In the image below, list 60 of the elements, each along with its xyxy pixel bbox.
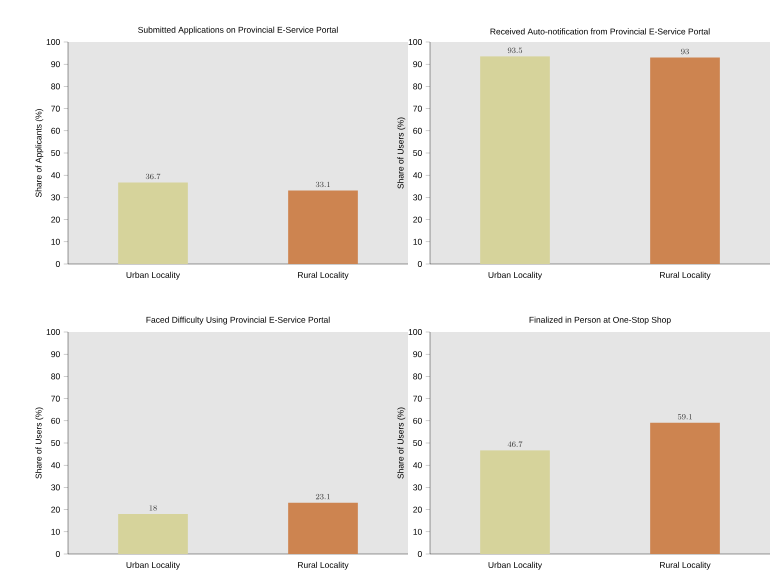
y-tick-label: 100 [408,39,422,45]
x-tick-label: Rural Locality [298,562,349,570]
y-tick-label: 0 [56,261,60,267]
y-tick-label: 30 [413,484,422,490]
chart-title: Received Auto-notification from Provincial E-Service Portal [490,28,710,34]
y-tick-label: 30 [51,484,60,490]
y-tick-label: 60 [413,418,422,424]
y-tick-label: 70 [51,106,60,112]
y-axis-title: Share of Users (%) [397,118,406,189]
x-tick-label: Urban Locality [126,562,180,570]
y-tick-label: 70 [413,396,422,402]
y-tick-label: 20 [413,216,422,223]
y-tick-label: 40 [413,462,422,468]
y-axis-title: Share of Applicants (%) [35,109,44,198]
y-tick-label: 90 [413,351,422,358]
y-tick-label: 100 [408,329,422,335]
y-tick-label: 30 [51,194,60,200]
y-tick-label: 40 [413,172,422,178]
y-tick-label: 60 [51,418,60,424]
x-tick-label: Rural Locality [298,272,349,280]
y-tick-label: 20 [413,506,422,513]
y-tick-label: 50 [413,150,422,156]
x-tick-label: Rural Locality [660,562,711,570]
y-tick-label: 10 [413,238,422,245]
y-tick-label: 10 [413,528,422,535]
y-tick-label: 80 [51,83,60,90]
x-tick-label: Urban Locality [488,272,542,280]
y-tick-label: 40 [50,172,60,178]
y-tick-label: 100 [46,39,60,45]
y-tick-label: 0 [418,261,422,267]
y-tick-label: 10 [51,238,60,245]
y-tick-label: 60 [51,128,60,134]
y-tick-label: 80 [51,373,60,380]
y-tick-label: 80 [413,83,422,90]
y-axis-title: Share of Users (%) [397,408,406,479]
x-tick-label: Rural Locality [660,272,711,280]
y-tick-label: 0 [56,551,60,557]
chart-title: Submitted Applications on Provincial E-Service Portal [138,26,338,34]
y-tick-label: 80 [413,373,422,380]
chart-title: Faced Difficulty Using Provincial E-Service Portal [146,316,330,324]
y-tick-label: 20 [51,506,60,513]
y-tick-label: 90 [51,351,60,358]
y-tick-label: 20 [51,216,60,223]
y-tick-label: 70 [51,396,60,402]
y-tick-label: 70 [413,106,422,112]
chart-title: Finalized in Person at One-Stop Shop [530,316,671,324]
y-axis-title: Share of Users (%) [35,408,44,479]
x-tick-label: Urban Locality [488,562,542,570]
y-tick-label: 10 [51,528,60,535]
x-tick-label: Urban Locality [126,272,180,280]
y-tick-label: 50 [51,440,60,446]
y-tick-label: 50 [413,440,422,446]
y-tick-label: 0 [418,551,422,557]
y-tick-label: 90 [51,61,60,68]
y-tick-label: 50 [51,150,60,156]
y-tick-label: 90 [413,61,422,68]
y-tick-label: 30 [413,194,422,200]
y-tick-label: 60 [413,128,422,134]
y-tick-label: 40 [50,462,60,468]
y-tick-label: 100 [46,329,60,335]
